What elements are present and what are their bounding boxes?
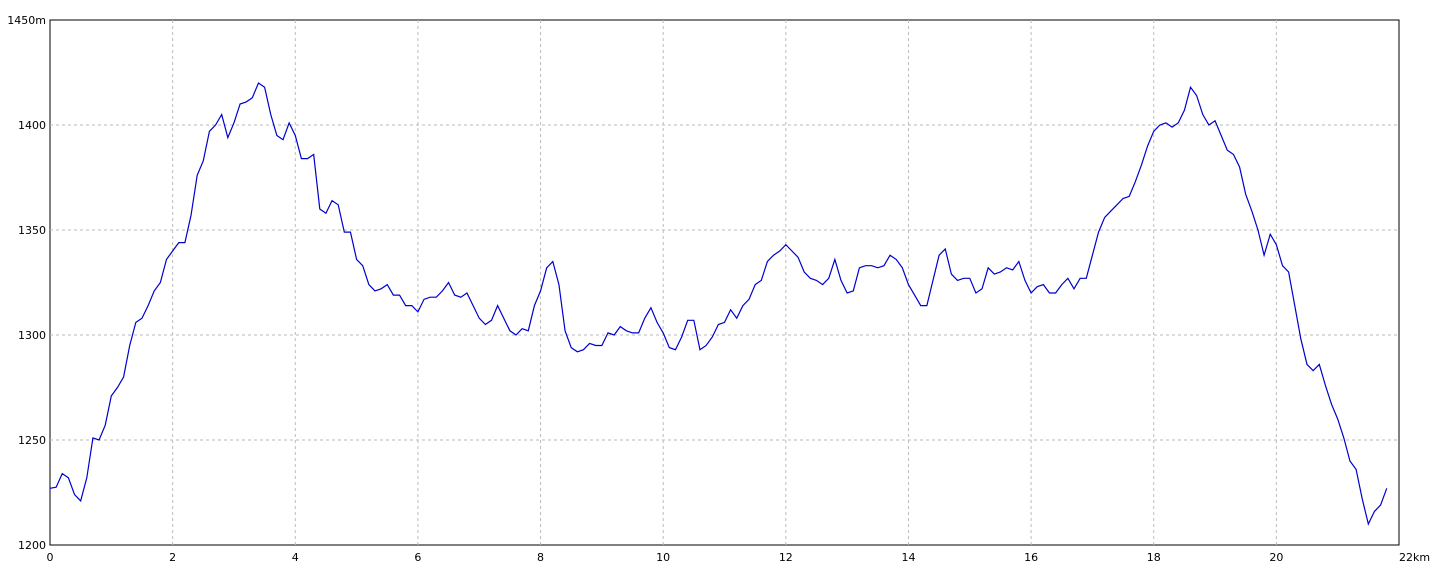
x-tick-label: 20 <box>1269 551 1283 564</box>
x-tick-label: 14 <box>901 551 915 564</box>
x-tick-label: 18 <box>1147 551 1161 564</box>
x-tick-label: 2 <box>169 551 176 564</box>
y-tick-label: 1250 <box>18 434 46 447</box>
x-tick-label: 16 <box>1024 551 1038 564</box>
y-tick-label: 1400 <box>18 119 46 132</box>
x-tick-label: 4 <box>292 551 299 564</box>
y-tick-label: 1200 <box>18 539 46 552</box>
y-tick-label: 1300 <box>18 329 46 342</box>
x-tick-label: 12 <box>779 551 793 564</box>
plot-frame <box>49 19 1400 546</box>
x-tick-label: 10 <box>656 551 670 564</box>
y-tick-label: 1450m <box>7 14 46 27</box>
x-tick-label: 6 <box>414 551 421 564</box>
x-tick-label: 0 <box>47 551 54 564</box>
x-tick-label: 8 <box>537 551 544 564</box>
x-tick-label: 22km <box>1399 551 1430 564</box>
elevation-line <box>49 82 1388 526</box>
y-tick-label: 1350 <box>18 224 46 237</box>
